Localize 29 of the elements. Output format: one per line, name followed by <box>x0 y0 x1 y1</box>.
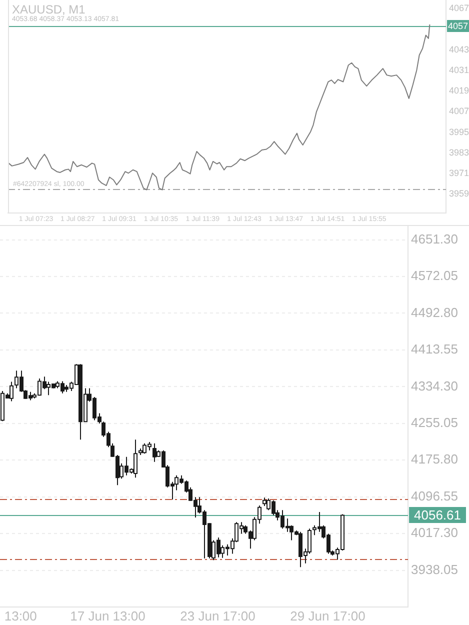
y-tick-label: 4572.05 <box>411 268 458 284</box>
ref-line-label: 4056.61 <box>414 507 461 522</box>
y-tick-label: 4413.55 <box>411 342 458 357</box>
y-tick-label: 4017.30 <box>411 525 458 540</box>
x-tick-label: 23 Jun 17:00 <box>180 608 256 624</box>
y-tick-label: 4492.80 <box>411 304 458 320</box>
candlestick <box>134 439 138 478</box>
y-tick-label: 3971 <box>449 168 469 178</box>
y-tick-label: 3995 <box>449 126 469 137</box>
y-tick-label: 3983 <box>449 147 469 158</box>
chart-title: XAUUSD, M1 <box>12 2 86 16</box>
y-tick-label: 4031 <box>449 64 469 75</box>
y-tick-label: 4007 <box>449 106 469 116</box>
x-tick-label: 17 Jun 13:00 <box>70 608 146 624</box>
y-tick-label: 4651.30 <box>411 231 458 246</box>
candlestick <box>152 442 156 462</box>
ref-line-label: 4057 <box>448 20 468 31</box>
y-tick-label: 4175.80 <box>411 452 458 467</box>
y-tick-label: 3938.05 <box>411 562 458 577</box>
y-tick-label: 4043 <box>449 44 469 54</box>
y-tick-label: 4067 <box>449 3 469 14</box>
x-tick-label: 13:00 <box>4 608 37 624</box>
x-tick-label: 29 Jun 17:00 <box>290 608 366 624</box>
y-tick-label: 4334.30 <box>411 378 458 394</box>
candlestick <box>10 381 14 402</box>
y-tick-label: 4255.05 <box>411 415 458 430</box>
y-tick-label: 3959 <box>449 188 469 199</box>
y-tick-label: 4096.55 <box>411 488 458 504</box>
y-tick-label: 4019 <box>449 86 469 96</box>
